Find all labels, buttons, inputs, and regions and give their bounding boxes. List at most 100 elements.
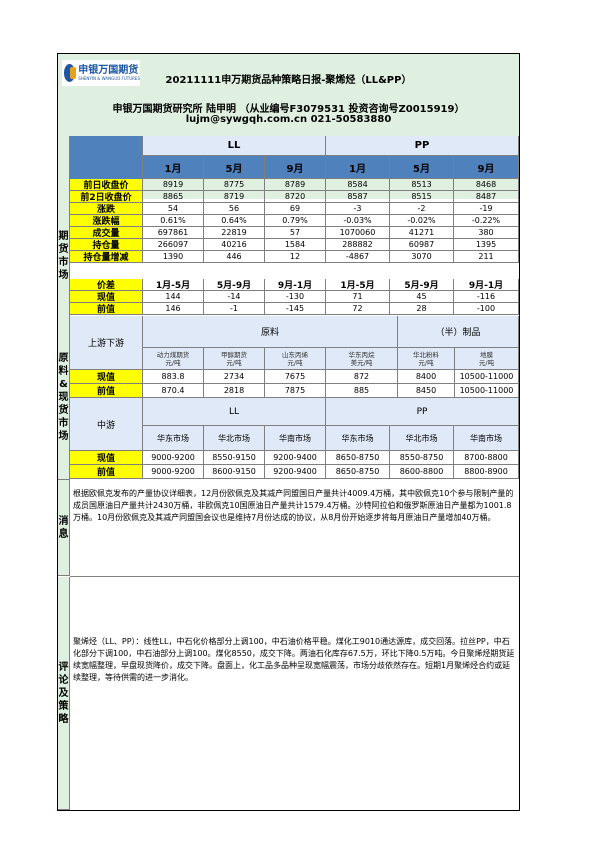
futures-cell: 60987 [390, 239, 454, 251]
spread-cell: -130 [265, 291, 326, 303]
spread-cell: -145 [265, 303, 326, 315]
futures-row-label: 前2日收盘价 [70, 191, 143, 203]
spot-item-name: 动力煤期货 [156, 350, 190, 359]
mid-cell: 9000-9200 [143, 465, 204, 479]
spot-item-name: 地膜 [480, 350, 493, 359]
spot-cell: 8450 [398, 384, 455, 398]
futures-row-label: 涨跌 [70, 203, 143, 215]
spot-cell: 883.8 [143, 370, 204, 384]
futures-cell: 8468 [454, 179, 519, 191]
spot-item-header: 地膜 元/吨 [455, 348, 519, 370]
spot-item-header: 甲醇期货 元/吨 [204, 348, 265, 370]
futures-cell: -4867 [326, 251, 390, 263]
futures-cell: 8865 [143, 191, 204, 203]
futures-group-ll: LL [143, 136, 326, 156]
futures-cell: 3070 [390, 251, 454, 263]
futures-cell: 41271 [390, 227, 454, 239]
futures-cell: -2 [390, 203, 454, 215]
spot-cell: 10500-11000 [455, 370, 519, 384]
mid-cell: 9200-9400 [265, 465, 326, 479]
futures-cell: 0.64% [204, 215, 265, 227]
spread-label: 价差 [70, 279, 143, 291]
futures-cell: 211 [454, 251, 519, 263]
futures-row-label: 前日收盘价 [70, 179, 143, 191]
futures-row-label: 涨跌幅 [70, 215, 143, 227]
report-contact: lujm@sywgqh.com.cn 021-50583880 [185, 114, 392, 125]
spread-row-label: 前值 [70, 303, 143, 315]
spread-header: 1月-5月 [143, 279, 204, 291]
logo-en: SHENYIN & WANGUO FUTURES [78, 75, 140, 81]
spread-header: 9月-1月 [454, 279, 519, 291]
futures-cell: 8513 [390, 179, 454, 191]
market-header: 华南市场 [454, 426, 519, 451]
futures-cell: 446 [204, 251, 265, 263]
spread-cell: -116 [454, 291, 519, 303]
mid-cell: 8550-8750 [390, 451, 454, 465]
futures-row-label: 持仓量 [70, 239, 143, 251]
spot-cell: 885 [326, 384, 398, 398]
futures-cell: 8720 [265, 191, 326, 203]
spread-header: 1月-5月 [326, 279, 390, 291]
raw-material-label: 原料 [143, 316, 398, 348]
spread-cell: 45 [390, 291, 454, 303]
spot-item-name: 山东丙烯 [282, 350, 308, 359]
mid-row-label: 前值 [70, 465, 143, 479]
futures-cell: 697861 [143, 227, 204, 239]
product-label: （半）制品 [398, 316, 519, 348]
spot-item-unit: 元/吨 [165, 358, 181, 367]
futures-cell: 380 [454, 227, 519, 239]
spot-item-unit: 元/吨 [226, 358, 242, 367]
mid-cell: 9200-9400 [265, 451, 326, 465]
futures-cell: 0.79% [265, 215, 326, 227]
comment-text: 聚烯烃（LL、PP）：线性LL，中石化价格部分上调100，中石油价格平稳。煤化工… [73, 637, 515, 682]
mid-cell: 8700-8800 [454, 451, 519, 465]
month-header: 1月 [143, 156, 204, 179]
spread-cell: 144 [143, 291, 204, 303]
spot-cell: 8400 [398, 370, 455, 384]
spread-cell: 71 [326, 291, 390, 303]
spread-cell: 28 [390, 303, 454, 315]
futures-cell: 8584 [326, 179, 390, 191]
midstream-label: 中游 [70, 398, 143, 451]
logo-mark-icon [64, 64, 77, 82]
mid-cell: 8650-8750 [326, 465, 390, 479]
spot-item-unit: 美元/吨 [350, 358, 373, 367]
market-header: 华东市场 [143, 426, 204, 451]
futures-cell: -0.02% [390, 215, 454, 227]
comment-section-label: 评论及策略 [58, 577, 70, 810]
futures-cell: 12 [265, 251, 326, 263]
logo-cn: 申银万国期货 [78, 64, 139, 76]
spot-item-header: 山东丙烯 元/吨 [265, 348, 326, 370]
news-section-label: 消息 [58, 480, 70, 576]
report-page: 申银万国期货 SHENYIN & WANGUO FUTURES 20211111… [57, 53, 520, 811]
spot-row-label: 前值 [70, 384, 143, 398]
futures-cell: 8587 [326, 191, 390, 203]
spot-item-name: 华东丙烷 [348, 350, 375, 359]
spot-cell: 2734 [204, 370, 265, 384]
month-header: 9月 [454, 156, 519, 179]
report-author: 申银万国期货研究所 陆甲明 （从业编号F3079531 投资咨询号Z001591… [112, 104, 465, 115]
futures-group-pp: PP [326, 136, 519, 156]
mid-cell: 8550-9150 [204, 451, 265, 465]
spread-cell: 72 [326, 303, 390, 315]
futures-row-label: 持仓量增减 [70, 251, 143, 263]
futures-cell: -0.22% [454, 215, 519, 227]
spread-cell: -100 [454, 303, 519, 315]
report-title: 20211111申万期货品种策略日报-聚烯烃（LL&PP） [165, 75, 412, 86]
spot-cell: 872 [326, 370, 398, 384]
month-header: 5月 [204, 156, 265, 179]
spread-cell: -14 [204, 291, 265, 303]
spot-item-name: 华北粉料 [413, 350, 439, 359]
news-text: 根据欧佩克发布的产量协议详细表，12月份欧佩克及其减产同盟国日产量共计4009.… [73, 489, 514, 522]
futures-cell: 1395 [454, 239, 519, 251]
spread-row-label: 现值 [70, 291, 143, 303]
futures-cell: 56 [204, 203, 265, 215]
futures-cell: 288882 [326, 239, 390, 251]
spot-cell: 10500-11000 [455, 384, 519, 398]
mid-group-ll: LL [143, 398, 326, 426]
market-header: 华东市场 [326, 426, 390, 451]
futures-cell: -19 [454, 203, 519, 215]
spot-item-unit: 元/吨 [478, 358, 495, 367]
mid-group-pp: PP [326, 398, 519, 426]
spot-cell: 2818 [204, 384, 265, 398]
